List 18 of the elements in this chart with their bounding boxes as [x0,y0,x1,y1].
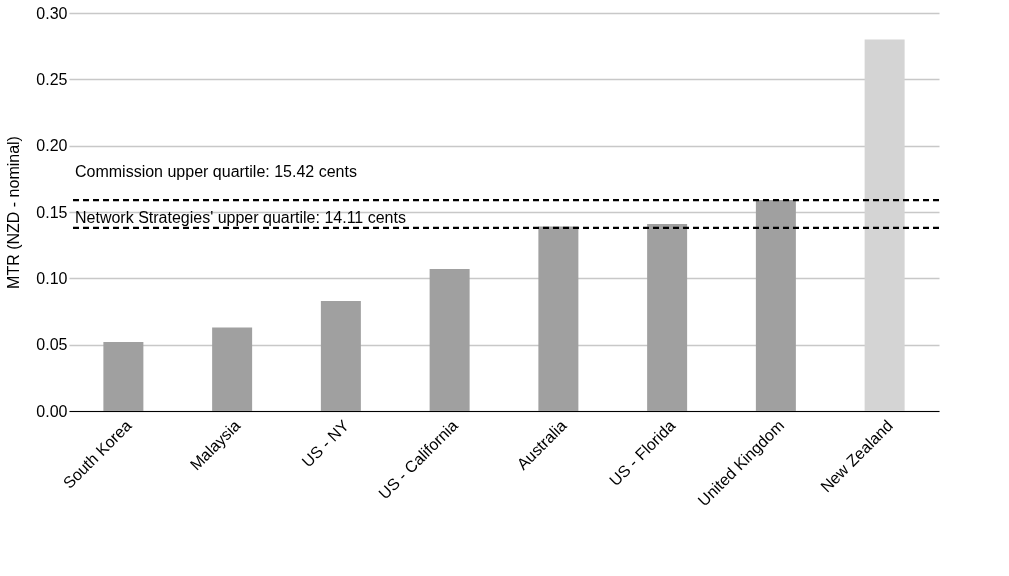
y-tick-label: 0.00 [36,402,68,420]
bar [647,223,688,411]
y-tick-label: 0.05 [36,336,68,354]
annotation: Commission upper quartile: 15.42 cents [75,163,357,181]
bar [103,342,144,411]
y-axis-title: MTR (NZD - nominal) [5,136,23,289]
bar [212,327,253,411]
y-tick-label: 0.20 [36,137,68,155]
x-tick-label: US - NY [298,416,353,471]
y-tick-label: 0.10 [36,269,68,287]
bar [429,269,470,411]
y-tick-label: 0.30 [36,4,68,22]
y-tick-label: 0.25 [36,70,68,88]
y-tick-label: 0.15 [36,203,68,221]
annotation: Network Strategies' upper quartile: 14.11 cents [75,208,406,226]
bar [755,200,796,411]
bar [538,226,579,411]
bar [320,300,361,411]
